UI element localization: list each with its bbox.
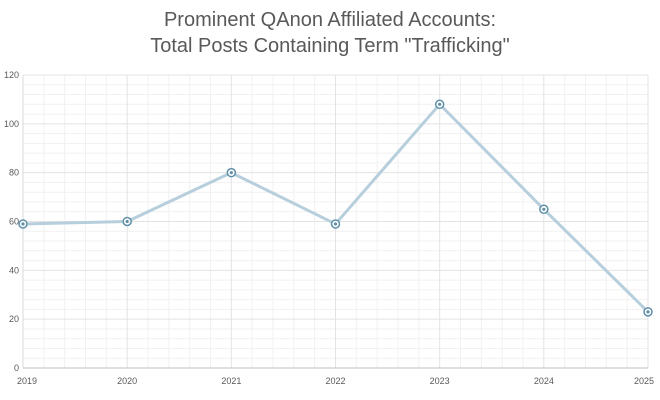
data-point-center	[333, 222, 338, 226]
series	[18, 99, 653, 317]
x-tick-label: 2021	[221, 376, 241, 386]
data-point-center	[438, 102, 442, 106]
x-tick-label: 2025	[634, 376, 654, 386]
data-point-center	[21, 222, 25, 226]
data-point-center	[229, 171, 233, 175]
x-tick-label: 2024	[534, 376, 554, 386]
data-point-center	[125, 219, 129, 224]
x-tick-label: 2019	[17, 376, 37, 386]
data-point-center	[542, 207, 546, 211]
x-tick-label: 2023	[430, 376, 450, 386]
y-tick-label: 80	[9, 168, 19, 178]
x-tick-label: 2020	[117, 376, 137, 386]
chart-title-line-1: Prominent QAnon Affiliated Accounts:	[163, 9, 497, 31]
y-tick-label: 0	[14, 363, 19, 373]
x-tick-label: 2022	[325, 376, 345, 386]
y-tick-label: 60	[9, 217, 19, 227]
grid	[22, 74, 649, 369]
data-point-center	[646, 310, 650, 314]
y-tick-label: 100	[4, 119, 19, 129]
chart-title-line-2: Total Posts Containing Term "Trafficking…	[150, 35, 510, 57]
axes: 0 20 40 60 80 100 120 2019 2020 2021 2022 2023 2024 2…	[4, 70, 654, 386]
y-tick-label: 40	[9, 265, 19, 275]
y-tick-label: 120	[4, 70, 19, 80]
y-tick-label: 20	[9, 314, 19, 324]
